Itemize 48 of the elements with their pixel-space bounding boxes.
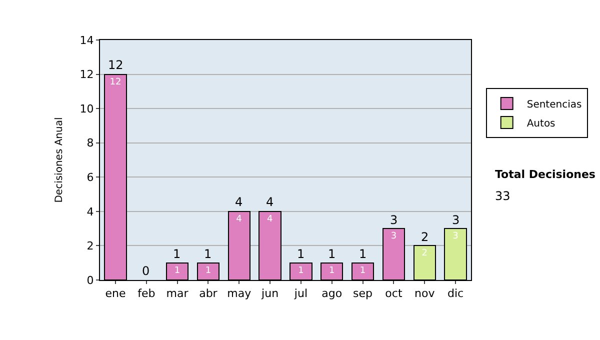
y-tick-label: 0 bbox=[86, 274, 94, 287]
total-label: 4 bbox=[266, 195, 274, 209]
x-tick-label: sep bbox=[353, 287, 373, 300]
data-label: 1 bbox=[205, 266, 212, 276]
total-label: 4 bbox=[235, 195, 243, 209]
x-tick-label: ene bbox=[105, 287, 126, 300]
total-label: 1 bbox=[173, 247, 181, 261]
text: 0 bbox=[142, 264, 150, 278]
x-tick-label: nov bbox=[414, 287, 436, 300]
x-tick-label: mar bbox=[166, 287, 189, 300]
y-axis-title: Decisiones Anual bbox=[54, 117, 65, 203]
text: 33 bbox=[495, 189, 510, 203]
legend-label: Autos bbox=[526, 118, 556, 130]
data-label: 4 bbox=[236, 214, 242, 224]
x-tick-label: ago bbox=[322, 287, 342, 300]
x-tick-label: dic bbox=[447, 287, 464, 300]
data-label: 3 bbox=[452, 232, 458, 242]
total-label: 3 bbox=[452, 213, 460, 227]
x-tick-label: may bbox=[227, 287, 252, 300]
data-label: 12 bbox=[110, 77, 122, 88]
total-label: 1 bbox=[328, 247, 336, 261]
legend-label: Sentencias bbox=[526, 99, 582, 110]
x-tick-label: jul bbox=[293, 287, 308, 300]
data-label: 4 bbox=[267, 214, 274, 224]
total-label: 1 bbox=[204, 247, 212, 261]
x-tick-label: oct bbox=[385, 287, 403, 300]
y-tick-label: 14 bbox=[80, 34, 94, 47]
total-label: 2 bbox=[421, 230, 429, 244]
y-tick-label: 12 bbox=[80, 68, 94, 82]
data-label: 2 bbox=[422, 248, 428, 259]
text: Total Decisiones bbox=[495, 168, 596, 181]
x-tick-label: jun bbox=[260, 287, 279, 300]
total-label: 1 bbox=[297, 247, 305, 261]
data-label: 1 bbox=[360, 266, 366, 276]
total-label: 3 bbox=[390, 213, 398, 227]
data-label: 1 bbox=[298, 266, 304, 276]
total-label: 12 bbox=[108, 58, 124, 72]
x-tick-label: feb bbox=[138, 287, 156, 300]
data-label: 3 bbox=[390, 232, 397, 242]
y-tick-label: 4 bbox=[86, 205, 94, 218]
y-tick-label: 6 bbox=[86, 170, 94, 184]
y-tick-label: 10 bbox=[80, 102, 94, 116]
total-label: 1 bbox=[359, 247, 367, 261]
y-tick-label: 8 bbox=[86, 136, 94, 150]
data-label: 1 bbox=[174, 266, 180, 276]
x-tick-label: abr bbox=[199, 287, 218, 300]
y-tick-label: 2 bbox=[86, 240, 94, 253]
data-label: 1 bbox=[329, 266, 335, 276]
